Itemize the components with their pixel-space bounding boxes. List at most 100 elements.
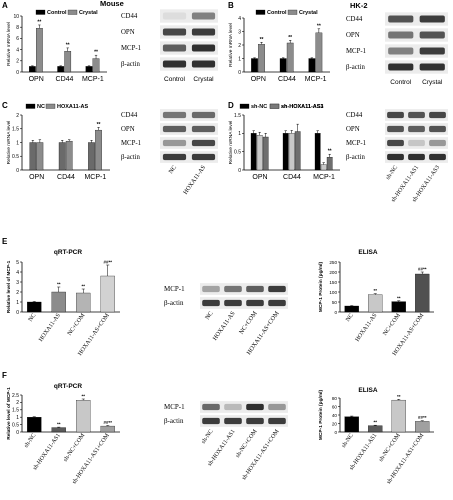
y-tick-label: 0 <box>238 70 241 76</box>
bar-chart-C: 0 0.5 1 1.5 2 Relative mRNA level OPN CD44 ** MCP… <box>6 113 110 181</box>
y-tick-label: 4 <box>238 16 241 22</box>
y-tick-label: 0 <box>334 310 337 315</box>
y-tick-label: 2 <box>238 43 241 49</box>
panel-letter: E <box>2 237 8 246</box>
panel-letter: A <box>2 1 8 10</box>
blot-row-label: CD44 <box>121 13 138 20</box>
blot-band <box>191 125 216 133</box>
y-tick-label: 6 <box>16 36 19 42</box>
blot-lane-label: sh-NC+COM <box>235 428 259 459</box>
y-tick-label: 1.5 <box>12 127 19 133</box>
blot-band <box>419 63 445 71</box>
y-axis-label: Relative mRNA level <box>6 121 12 165</box>
y-tick-label: 0 <box>16 430 19 436</box>
bar <box>308 58 316 73</box>
y-tick-label: 250 <box>329 260 337 265</box>
western-blot-F: MCP-1β-actinsh-NCsh-HOXA11-AS1sh-NC+COMs… <box>164 401 288 481</box>
y-tick-label: 0.5 <box>12 422 19 428</box>
blot-band <box>429 139 446 147</box>
blot-row-label: OPN <box>121 29 135 36</box>
blot-band <box>268 417 286 425</box>
significance-mark: ##** <box>418 415 427 420</box>
legend-swatch <box>67 9 78 15</box>
panel-letter: F <box>2 371 7 380</box>
bar <box>251 58 258 73</box>
significance-mark: ** <box>397 295 401 300</box>
bar <box>88 142 95 171</box>
significance-mark: ** <box>328 149 332 155</box>
bar <box>29 142 37 171</box>
bar <box>250 133 257 171</box>
x-tick-label: sh-NC+COM <box>378 432 402 463</box>
bar <box>51 427 66 433</box>
y-tick-label: 50 <box>332 300 338 305</box>
bar <box>85 66 93 73</box>
bar <box>320 164 327 171</box>
significance-mark: ** <box>373 288 377 293</box>
blot-lane-label: sh-HOXA11-AS1+COM <box>241 428 281 481</box>
x-tick-label: sh-NC <box>23 433 37 449</box>
x-tick-label: HOXA11-AS <box>38 313 62 343</box>
blot-lane-label: NC <box>204 310 215 321</box>
y-tick-label: 2 <box>16 59 19 65</box>
x-tick-label: CD44 <box>56 76 74 83</box>
bar <box>282 133 289 171</box>
blot-lane-label: Control <box>164 76 186 83</box>
bar <box>286 42 294 73</box>
blot-row-label: CD44 <box>346 16 363 23</box>
blot-lane-label: HOXA11-AS <box>182 164 207 196</box>
x-tick-label: NC <box>345 313 355 323</box>
legend-swatch <box>35 9 46 15</box>
y-tick-label: 1 <box>238 131 241 137</box>
legend-label: Control <box>267 10 287 16</box>
legend-label: HOXA11-AS <box>57 104 89 110</box>
bar <box>76 400 91 433</box>
significance-mark: ** <box>81 393 85 398</box>
y-tick-label: 10 <box>13 14 19 20</box>
blot-row-label: OPN <box>121 126 135 133</box>
x-tick-label: OPN <box>252 174 267 181</box>
legend-label: NC <box>37 104 45 110</box>
blot-lane-label: Crystal <box>193 76 214 83</box>
x-tick-label: sh-NC <box>341 433 355 449</box>
bar <box>27 301 42 313</box>
significance-mark: ##** <box>418 267 427 272</box>
blot-row-label: OPN <box>346 126 360 133</box>
y-tick-label: 3 <box>238 29 241 35</box>
y-tick-label: 60 <box>332 404 338 409</box>
blot-band <box>162 12 187 20</box>
significance-mark: ##** <box>103 420 112 425</box>
legend-swatch <box>25 103 36 109</box>
legend-label: Control <box>47 10 67 16</box>
bar <box>288 133 295 171</box>
bar-chart-B: 0 1 2 3 4 Relative mRNA level ** OPN ** CD44 ** MCP… <box>228 16 330 83</box>
chart-legend: Control Crystal <box>35 9 98 16</box>
y-tick-label: 200 <box>329 270 337 275</box>
panel-species-label: Mouse <box>100 0 124 8</box>
bar <box>92 58 100 73</box>
x-tick-label: MCP-1 <box>84 174 106 181</box>
y-tick-label: 2 <box>16 400 19 406</box>
blot-band <box>419 47 445 55</box>
bar <box>391 399 406 433</box>
blot-band <box>419 15 445 23</box>
significance-mark: ** <box>94 50 98 56</box>
panel-letter: B <box>228 1 234 10</box>
blot-band <box>246 299 264 307</box>
blot-row-label: β-actin <box>121 154 141 161</box>
y-axis-label: Relative mRNA level <box>228 121 234 165</box>
y-tick-label: 0 <box>334 430 337 435</box>
significance-mark: ** <box>397 394 401 399</box>
blot-band <box>246 403 264 411</box>
x-tick-label: MCP-1 <box>313 174 335 181</box>
x-tick-label: sh-HOXA11-AS1 <box>32 433 62 472</box>
bar <box>36 28 43 73</box>
legend-label: sh-HOXA11-AS3 <box>281 104 324 110</box>
x-tick-label: NC <box>28 313 38 323</box>
blot-strip <box>200 297 288 309</box>
blot-band <box>202 403 220 411</box>
chart-legend: NC HOXA11-AS <box>25 103 89 110</box>
significance-mark: ** <box>37 19 41 25</box>
